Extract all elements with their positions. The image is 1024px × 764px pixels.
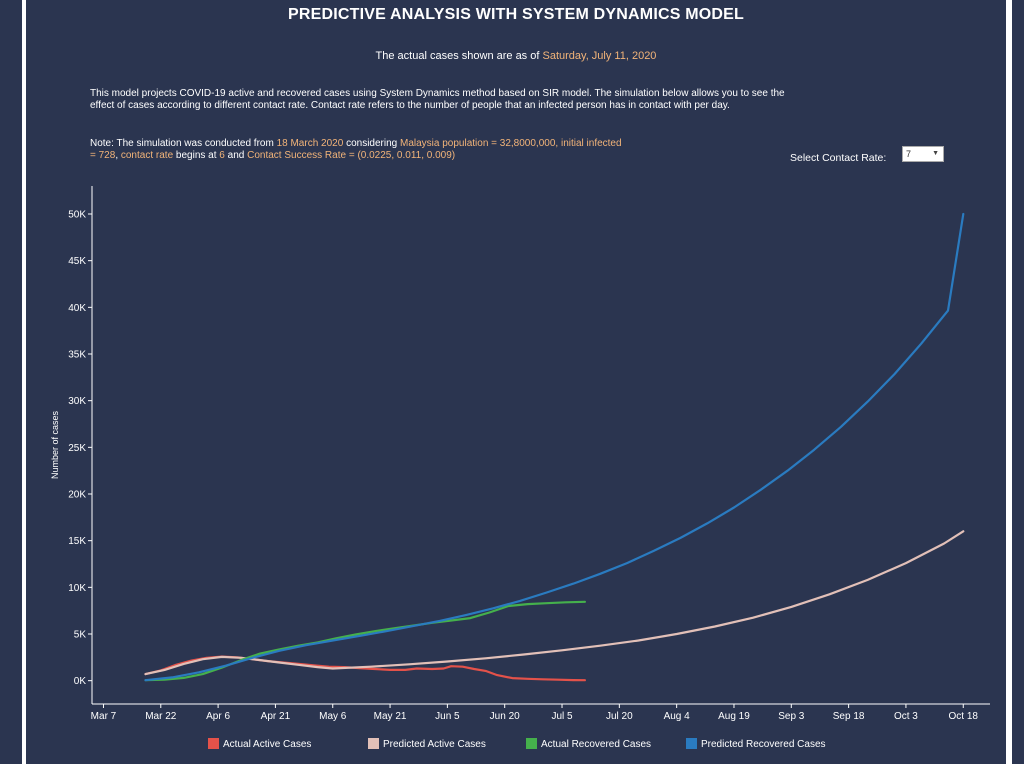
series-line-predicted-recovered-cases xyxy=(144,212,965,682)
y-axis-label: Number of cases xyxy=(50,410,60,479)
y-axis: 0K 5K 10K 15K 20K 25K 30K 35K 40K 45K 50K xyxy=(68,186,93,704)
note-text-4: , xyxy=(115,150,121,161)
x-tick-label: Jun 20 xyxy=(490,711,520,722)
note-population: Malaysia population = 32,8000,000, xyxy=(400,138,559,149)
note-text-1: Note: The simulation was conducted from xyxy=(90,138,277,149)
x-tick-label: Mar 22 xyxy=(145,711,177,722)
x-tick-label: Jul 5 xyxy=(551,711,573,722)
legend-label: Actual Active Cases xyxy=(223,739,312,750)
legend-swatch xyxy=(208,738,219,749)
chart-legend: Actual Active Cases Predicted Active Case… xyxy=(26,738,1006,752)
x-tick-label: Aug 19 xyxy=(718,711,750,722)
contact-rate-value: 7 xyxy=(906,149,912,159)
as-of-date: Saturday, July 11, 2020 xyxy=(542,50,657,62)
legend-swatch xyxy=(368,738,379,749)
x-tick-label: Oct 18 xyxy=(949,711,979,722)
legend-item[interactable]: Predicted Recovered Cases xyxy=(686,738,826,750)
model-description: This model projects COVID-19 active and … xyxy=(90,88,785,111)
series-line-predicted-active-cases xyxy=(144,530,965,676)
legend-swatch xyxy=(526,738,537,749)
y-tick-label: 45K xyxy=(68,256,86,267)
y-tick-label: 20K xyxy=(68,490,86,501)
y-tick-label: 25K xyxy=(68,443,86,454)
dashboard-panel: PREDICTIVE ANALYSIS WITH SYSTEM DYNAMICS… xyxy=(26,0,1006,764)
legend-item[interactable]: Actual Recovered Cases xyxy=(526,738,651,750)
x-tick-label: Sep 3 xyxy=(778,711,805,722)
legend-label: Predicted Active Cases xyxy=(383,739,486,750)
note-text-2: considering xyxy=(343,138,400,149)
left-border-stripe xyxy=(0,0,22,764)
legend-swatch xyxy=(686,738,697,749)
y-tick-label: 10K xyxy=(68,583,86,594)
page-title: PREDICTIVE ANALYSIS WITH SYSTEM DYNAMICS… xyxy=(287,6,745,23)
note-text-6: and xyxy=(224,150,248,161)
simulation-note: Note: The simulation was conducted from … xyxy=(90,138,630,162)
x-tick-label: Apr 6 xyxy=(206,711,230,722)
contact-rate-select[interactable]: 7 ▼ xyxy=(902,146,944,162)
legend-item[interactable]: Actual Active Cases xyxy=(208,738,311,750)
note-initial-infected: initial infected = 728 xyxy=(90,138,622,161)
note-start-date: 18 March 2020 xyxy=(276,138,344,149)
x-tick-label: May 6 xyxy=(319,711,347,722)
x-tick-label: Aug 4 xyxy=(664,711,691,722)
as-of-line: The actual cases shown are as of Saturda… xyxy=(26,50,1006,62)
chevron-down-icon: ▼ xyxy=(932,150,939,157)
legend-label: Actual Recovered Cases xyxy=(541,739,652,750)
x-tick-label: Jul 20 xyxy=(606,711,633,722)
x-axis: Mar 7 Mar 22 Apr 6 Apr 21 May 6 May 21 Jun 5 Ju… xyxy=(91,703,990,722)
x-tick-label: Oct 3 xyxy=(894,711,918,722)
as-of-prefix: The actual cases shown are as of xyxy=(375,50,543,62)
y-tick-label: 30K xyxy=(68,396,86,407)
legend-item[interactable]: Predicted Active Cases xyxy=(368,738,486,750)
series-layer xyxy=(144,212,965,682)
contact-rate-label: Select Contact Rate: xyxy=(790,152,887,164)
x-tick-label: Apr 21 xyxy=(261,711,291,722)
note-begin-value: 6 xyxy=(219,150,225,161)
legend-label: Predicted Recovered Cases xyxy=(701,739,826,750)
y-tick-label: 0K xyxy=(74,676,87,687)
y-tick-label: 50K xyxy=(68,210,86,221)
y-tick-label: 5K xyxy=(74,630,87,641)
series-line-actual-recovered-cases xyxy=(144,600,586,682)
y-tick-label: 15K xyxy=(68,536,86,547)
right-border-stripe xyxy=(1012,0,1024,764)
note-success-rate: Contact Success Rate = (0.0225, 0.011, 0… xyxy=(247,150,456,161)
x-tick-label: Sep 18 xyxy=(833,711,865,722)
y-tick-label: 35K xyxy=(68,350,86,361)
x-tick-label: May 21 xyxy=(374,711,407,722)
y-tick-label: 40K xyxy=(68,303,86,314)
note-text-5: begins at xyxy=(173,150,220,161)
note-contact-rate: contact rate xyxy=(120,150,174,161)
x-tick-label: Mar 7 xyxy=(91,711,117,722)
x-tick-label: Jun 5 xyxy=(435,711,460,722)
